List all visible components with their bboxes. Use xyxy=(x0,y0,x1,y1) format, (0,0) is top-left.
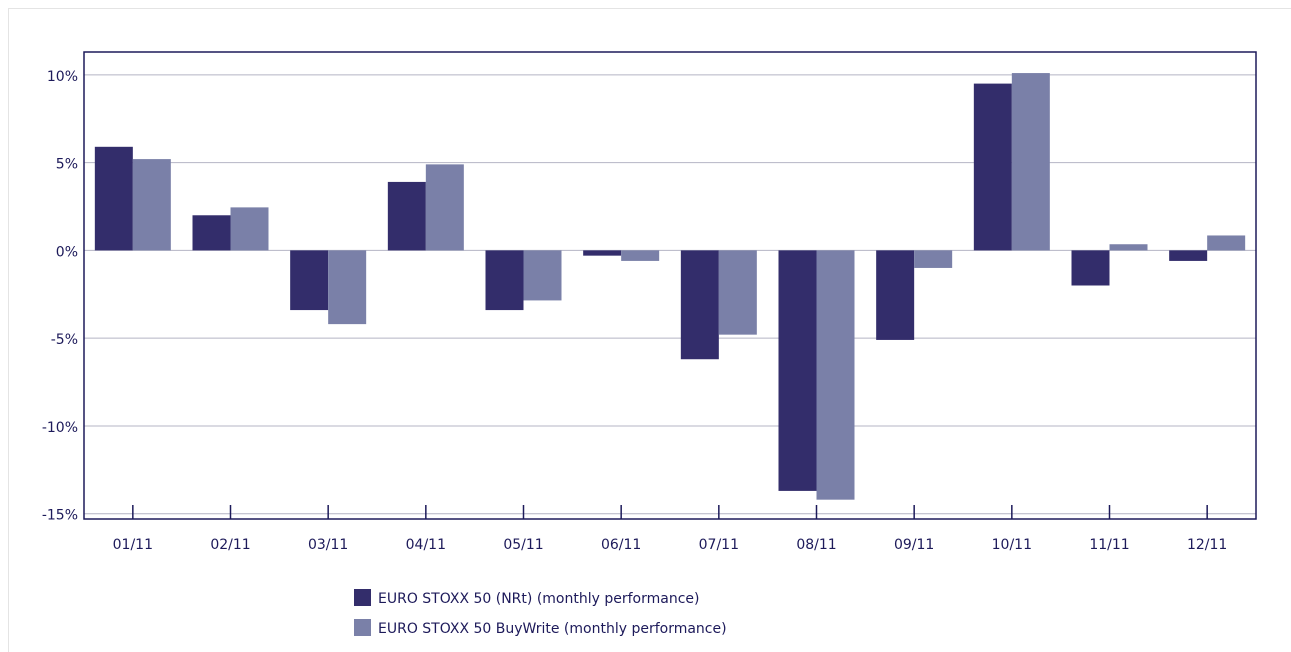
y-tick-label: -15% xyxy=(42,508,78,524)
bar xyxy=(1169,250,1208,261)
x-tick-label: 10/11 xyxy=(992,537,1032,553)
bar xyxy=(973,83,1012,251)
x-tick-label: 11/11 xyxy=(1089,537,1129,553)
bar xyxy=(94,146,133,251)
bar xyxy=(230,207,269,251)
y-tick-label: 0% xyxy=(56,244,78,260)
x-tick-label: 01/11 xyxy=(113,537,153,553)
bar xyxy=(621,250,660,261)
plot-frame xyxy=(83,51,1257,520)
x-tick-label: 07/11 xyxy=(699,537,739,553)
bar xyxy=(914,250,953,268)
bar xyxy=(290,250,329,311)
x-tick-label: 04/11 xyxy=(406,537,446,553)
legend-swatch xyxy=(354,589,371,606)
bar xyxy=(583,250,622,256)
bar xyxy=(816,250,855,500)
bar xyxy=(328,250,367,325)
y-tick-label: 5% xyxy=(56,157,78,173)
page-frame xyxy=(8,8,1291,652)
x-tick-label: 03/11 xyxy=(308,537,348,553)
bar xyxy=(680,250,719,360)
x-tick-label: 06/11 xyxy=(601,537,641,553)
bar xyxy=(523,250,562,301)
x-tick-label: 08/11 xyxy=(796,537,836,553)
bar xyxy=(1109,244,1148,251)
bar xyxy=(1071,250,1110,286)
x-tick-label: 09/11 xyxy=(894,537,934,553)
bar xyxy=(485,250,524,311)
bar xyxy=(1207,235,1246,251)
x-tick-label: 05/11 xyxy=(503,537,543,553)
bar xyxy=(778,250,817,491)
legend-label: EURO STOXX 50 BuyWrite (monthly performa… xyxy=(378,621,727,637)
x-tick-label: 12/11 xyxy=(1187,537,1227,553)
bar xyxy=(387,181,426,251)
bar xyxy=(718,250,757,335)
x-tick-label: 02/11 xyxy=(210,537,250,553)
y-tick-label: -5% xyxy=(51,332,78,348)
bar xyxy=(132,159,171,251)
y-tick-label: -10% xyxy=(42,420,78,436)
bar xyxy=(192,215,231,251)
bar xyxy=(876,250,915,340)
legend-swatch xyxy=(354,619,371,636)
bar xyxy=(425,164,464,251)
legend-label: EURO STOXX 50 (NRt) (monthly performance… xyxy=(378,591,699,607)
bar xyxy=(1011,73,1050,251)
y-tick-label: 10% xyxy=(47,69,78,85)
